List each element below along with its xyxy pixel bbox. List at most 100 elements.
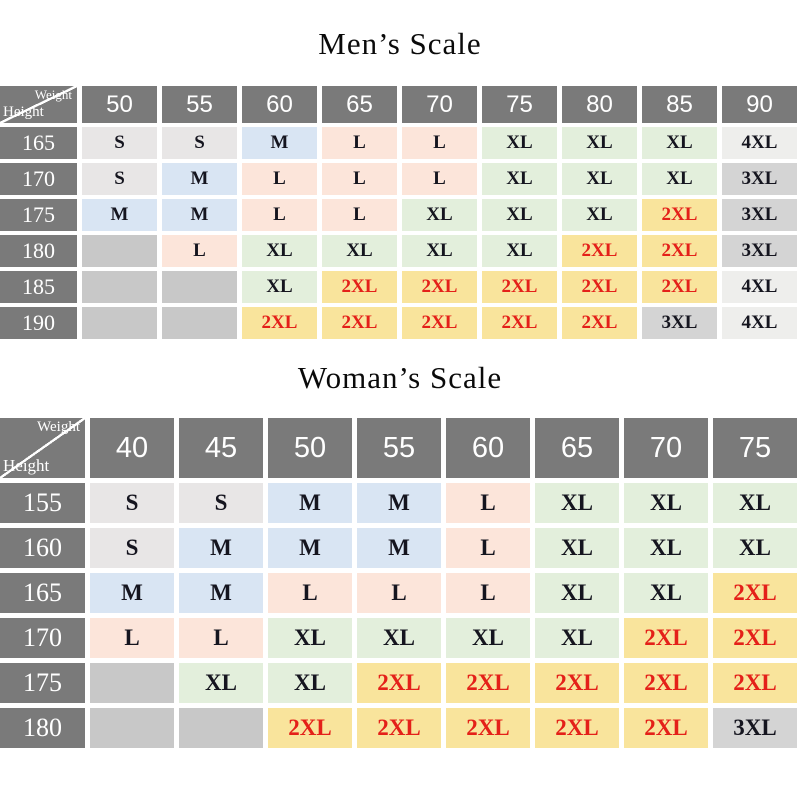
size-cell: 2XL <box>482 271 557 303</box>
size-cell: M <box>162 199 237 231</box>
weight-column-header: 50 <box>82 86 157 123</box>
size-cell: 4XL <box>722 127 797 159</box>
size-cell: L <box>179 618 263 658</box>
size-cell: L <box>162 235 237 267</box>
height-axis-label: Height <box>3 104 44 120</box>
size-cell: L <box>90 618 174 658</box>
size-cell: XL <box>562 127 637 159</box>
weight-column-header: 60 <box>446 418 530 478</box>
size-cell: 2XL <box>268 708 352 748</box>
size-cell: 3XL <box>722 235 797 267</box>
size-cell: L <box>242 199 317 231</box>
height-row-header: 165 <box>0 127 77 159</box>
weight-column-header: 45 <box>179 418 263 478</box>
height-row-header: 160 <box>0 528 85 568</box>
size-cell: XL <box>642 163 717 195</box>
empty-size-cell <box>179 708 263 748</box>
size-cell: 2XL <box>535 663 619 703</box>
weight-column-header: 85 <box>642 86 717 123</box>
size-cell: XL <box>268 663 352 703</box>
size-cell: XL <box>268 618 352 658</box>
weight-column-header: 75 <box>713 418 797 478</box>
size-cell: XL <box>482 163 557 195</box>
size-cell: 3XL <box>713 708 797 748</box>
size-cell: XL <box>535 528 619 568</box>
size-cell: XL <box>642 127 717 159</box>
size-cell: 2XL <box>642 199 717 231</box>
size-cell: L <box>402 163 477 195</box>
size-cell: 2XL <box>642 271 717 303</box>
height-row-header: 170 <box>0 618 85 658</box>
size-cell: XL <box>535 573 619 613</box>
weight-axis-label: Weight <box>37 419 80 435</box>
size-cell: XL <box>624 528 708 568</box>
size-cell: XL <box>713 528 797 568</box>
size-cell: XL <box>713 483 797 523</box>
size-cell: 2XL <box>562 235 637 267</box>
weight-column-header: 75 <box>482 86 557 123</box>
mens-scale-title: Men’s Scale <box>318 26 482 61</box>
size-cell: L <box>402 127 477 159</box>
size-cell: L <box>242 163 317 195</box>
size-cell: S <box>82 127 157 159</box>
size-cell: XL <box>482 127 557 159</box>
weight-column-header: 55 <box>357 418 441 478</box>
size-cell: 2XL <box>322 307 397 339</box>
height-row-header: 185 <box>0 271 77 303</box>
size-cell: 2XL <box>713 618 797 658</box>
size-cell: L <box>446 483 530 523</box>
weight-column-header: 70 <box>402 86 477 123</box>
empty-size-cell <box>82 235 157 267</box>
size-cell: L <box>446 528 530 568</box>
size-cell: XL <box>402 235 477 267</box>
size-cell: 2XL <box>357 663 441 703</box>
mens-scale-table: Weight Height 50 55 60 65 70 75 80 85 90 165 S S M L L XL… <box>0 86 797 339</box>
size-cell: 2XL <box>713 573 797 613</box>
size-cell: 2XL <box>535 708 619 748</box>
empty-size-cell <box>82 271 157 303</box>
size-cell: 4XL <box>722 271 797 303</box>
size-cell: XL <box>624 483 708 523</box>
size-cell: S <box>90 483 174 523</box>
size-cell: 3XL <box>642 307 717 339</box>
size-cell: 3XL <box>722 199 797 231</box>
height-row-header: 155 <box>0 483 85 523</box>
height-row-header: 175 <box>0 663 85 703</box>
size-cell: S <box>82 163 157 195</box>
size-cell: 2XL <box>402 271 477 303</box>
size-cell: XL <box>562 199 637 231</box>
height-row-header: 180 <box>0 235 77 267</box>
size-cell: 2XL <box>322 271 397 303</box>
size-cell: M <box>179 528 263 568</box>
weight-column-header: 90 <box>722 86 797 123</box>
size-cell: XL <box>535 483 619 523</box>
size-cell: M <box>162 163 237 195</box>
weight-column-header: 50 <box>268 418 352 478</box>
size-cell: XL <box>242 235 317 267</box>
height-axis-label: Height <box>3 456 50 475</box>
womens-scale-section: Woman’s Scale Weight Height 40 45 50 55 60 65 70… <box>0 360 800 748</box>
corner-weight-height-cell: Weight Height <box>0 418 85 478</box>
size-cell: L <box>322 163 397 195</box>
weight-column-header: 40 <box>90 418 174 478</box>
size-cell: 2XL <box>624 618 708 658</box>
size-cell: S <box>90 528 174 568</box>
size-cell: M <box>357 483 441 523</box>
size-cell: XL <box>535 618 619 658</box>
empty-size-cell <box>90 708 174 748</box>
size-cell: M <box>357 528 441 568</box>
weight-column-header: 70 <box>624 418 708 478</box>
size-cell: L <box>322 127 397 159</box>
womens-scale-table: Weight Height 40 45 50 55 60 65 70 75 155 S S M M L XL XL… <box>0 418 797 748</box>
size-cell: S <box>162 127 237 159</box>
size-cell: 3XL <box>722 163 797 195</box>
size-chart-page: Men’s Scale Weight Height 50 55 60 65 70 75 80 85… <box>0 26 800 800</box>
size-cell: XL <box>446 618 530 658</box>
weight-column-header: 55 <box>162 86 237 123</box>
size-cell: M <box>242 127 317 159</box>
size-cell: XL <box>179 663 263 703</box>
size-cell: 2XL <box>402 307 477 339</box>
size-cell: XL <box>562 163 637 195</box>
height-row-header: 175 <box>0 199 77 231</box>
empty-size-cell <box>82 307 157 339</box>
